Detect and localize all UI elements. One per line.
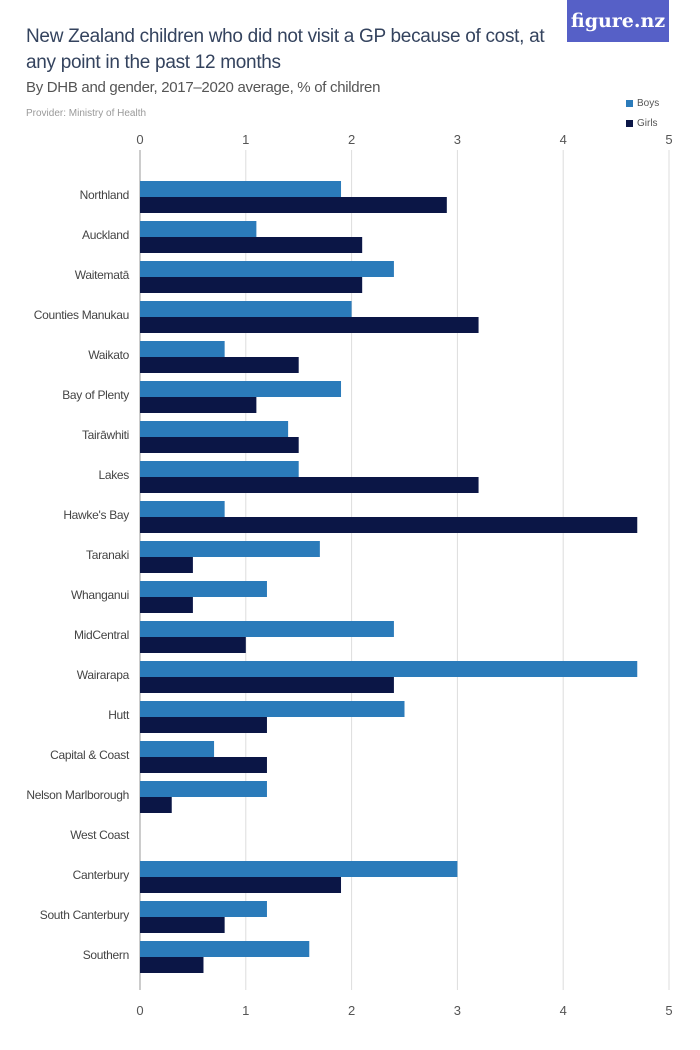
figure-nz-logo[interactable]: figure.nz	[567, 0, 669, 42]
bar-boys	[140, 781, 267, 797]
bar-girls	[140, 277, 363, 293]
category-label: Wairarapa	[77, 668, 130, 682]
legend-label-boys: Boys	[637, 98, 660, 109]
category-label: Hutt	[108, 708, 130, 722]
bar-boys	[140, 661, 638, 677]
provider-note: Provider: Ministry of Health	[26, 108, 147, 119]
category-label: Canterbury	[73, 868, 130, 882]
category-label: Nelson Marlborough	[26, 788, 129, 802]
chart-title: New Zealand children who did not visit a…	[26, 26, 545, 73]
category-label: MidCentral	[74, 628, 129, 642]
category-label: South Canterbury	[40, 908, 130, 922]
bar-girls	[140, 877, 342, 893]
bar-boys	[140, 261, 394, 277]
bar-girls	[140, 677, 394, 693]
bar-boys	[140, 341, 225, 357]
x-tick-label-top: 1	[242, 132, 249, 147]
bar-girls	[140, 637, 246, 653]
bar-boys	[140, 461, 299, 477]
bar-girls	[140, 957, 204, 973]
bar-girls	[140, 317, 479, 333]
bar-boys	[140, 421, 289, 437]
x-tick-label-bottom: 0	[136, 1003, 143, 1018]
category-label: Capital & Coast	[50, 748, 130, 762]
legend-item-girls: Girls	[626, 118, 658, 129]
bar-girls	[140, 917, 225, 933]
x-tick-label-bottom: 3	[454, 1003, 461, 1018]
bar-girls	[140, 397, 257, 413]
bar-girls	[140, 797, 172, 813]
category-label: Waikato	[88, 348, 129, 362]
category-label: Lakes	[98, 468, 129, 482]
legend-swatch-boys	[626, 100, 633, 107]
category-label: Hawke's Bay	[63, 508, 129, 522]
bar-girls	[140, 437, 299, 453]
category-label: Tairāwhiti	[82, 428, 129, 442]
bar-boys	[140, 381, 342, 397]
bar-girls	[140, 357, 299, 373]
x-tick-label-top: 5	[665, 132, 672, 147]
bar-girls	[140, 237, 363, 253]
category-label: Bay of Plenty	[62, 388, 129, 402]
legend-label-girls: Girls	[637, 118, 658, 129]
bar-boys	[140, 861, 458, 877]
bar-girls	[140, 517, 638, 533]
bar-boys	[140, 541, 320, 557]
bar-boys	[140, 301, 352, 317]
category-label: Counties Manukau	[34, 308, 129, 322]
category-label: Taranaki	[86, 548, 129, 562]
x-tick-label-top: 4	[560, 132, 567, 147]
bar-girls	[140, 597, 193, 613]
category-label: Auckland	[82, 228, 129, 242]
bar-boys	[140, 941, 310, 957]
bar-boys	[140, 501, 225, 517]
bar-girls	[140, 197, 447, 213]
category-label: Northland	[80, 188, 129, 202]
category-label: Southern	[83, 948, 129, 962]
bar-boys	[140, 741, 215, 757]
bar-boys	[140, 581, 267, 597]
bar-girls	[140, 757, 267, 773]
x-tick-label-top: 3	[454, 132, 461, 147]
category-label: West Coast	[70, 828, 130, 842]
x-tick-label-top: 0	[136, 132, 143, 147]
x-tick-label-bottom: 4	[560, 1003, 567, 1018]
bar-girls	[140, 477, 479, 493]
bar-girls	[140, 557, 193, 573]
legend-swatch-girls	[626, 120, 633, 127]
x-tick-label-top: 2	[348, 132, 355, 147]
category-label: Waitematā	[75, 268, 130, 282]
bar-boys	[140, 221, 257, 237]
bar-boys	[140, 181, 342, 197]
bar-boys	[140, 701, 405, 717]
x-tick-label-bottom: 2	[348, 1003, 355, 1018]
bar-boys	[140, 621, 394, 637]
bar-boys	[140, 901, 267, 917]
bar-girls	[140, 717, 267, 733]
category-label: Whanganui	[71, 588, 129, 602]
chart-subtitle: By DHB and gender, 2017–2020 average, % …	[26, 79, 381, 96]
legend-item-boys: Boys	[626, 98, 659, 109]
x-tick-label-bottom: 1	[242, 1003, 249, 1018]
x-tick-label-bottom: 5	[665, 1003, 672, 1018]
